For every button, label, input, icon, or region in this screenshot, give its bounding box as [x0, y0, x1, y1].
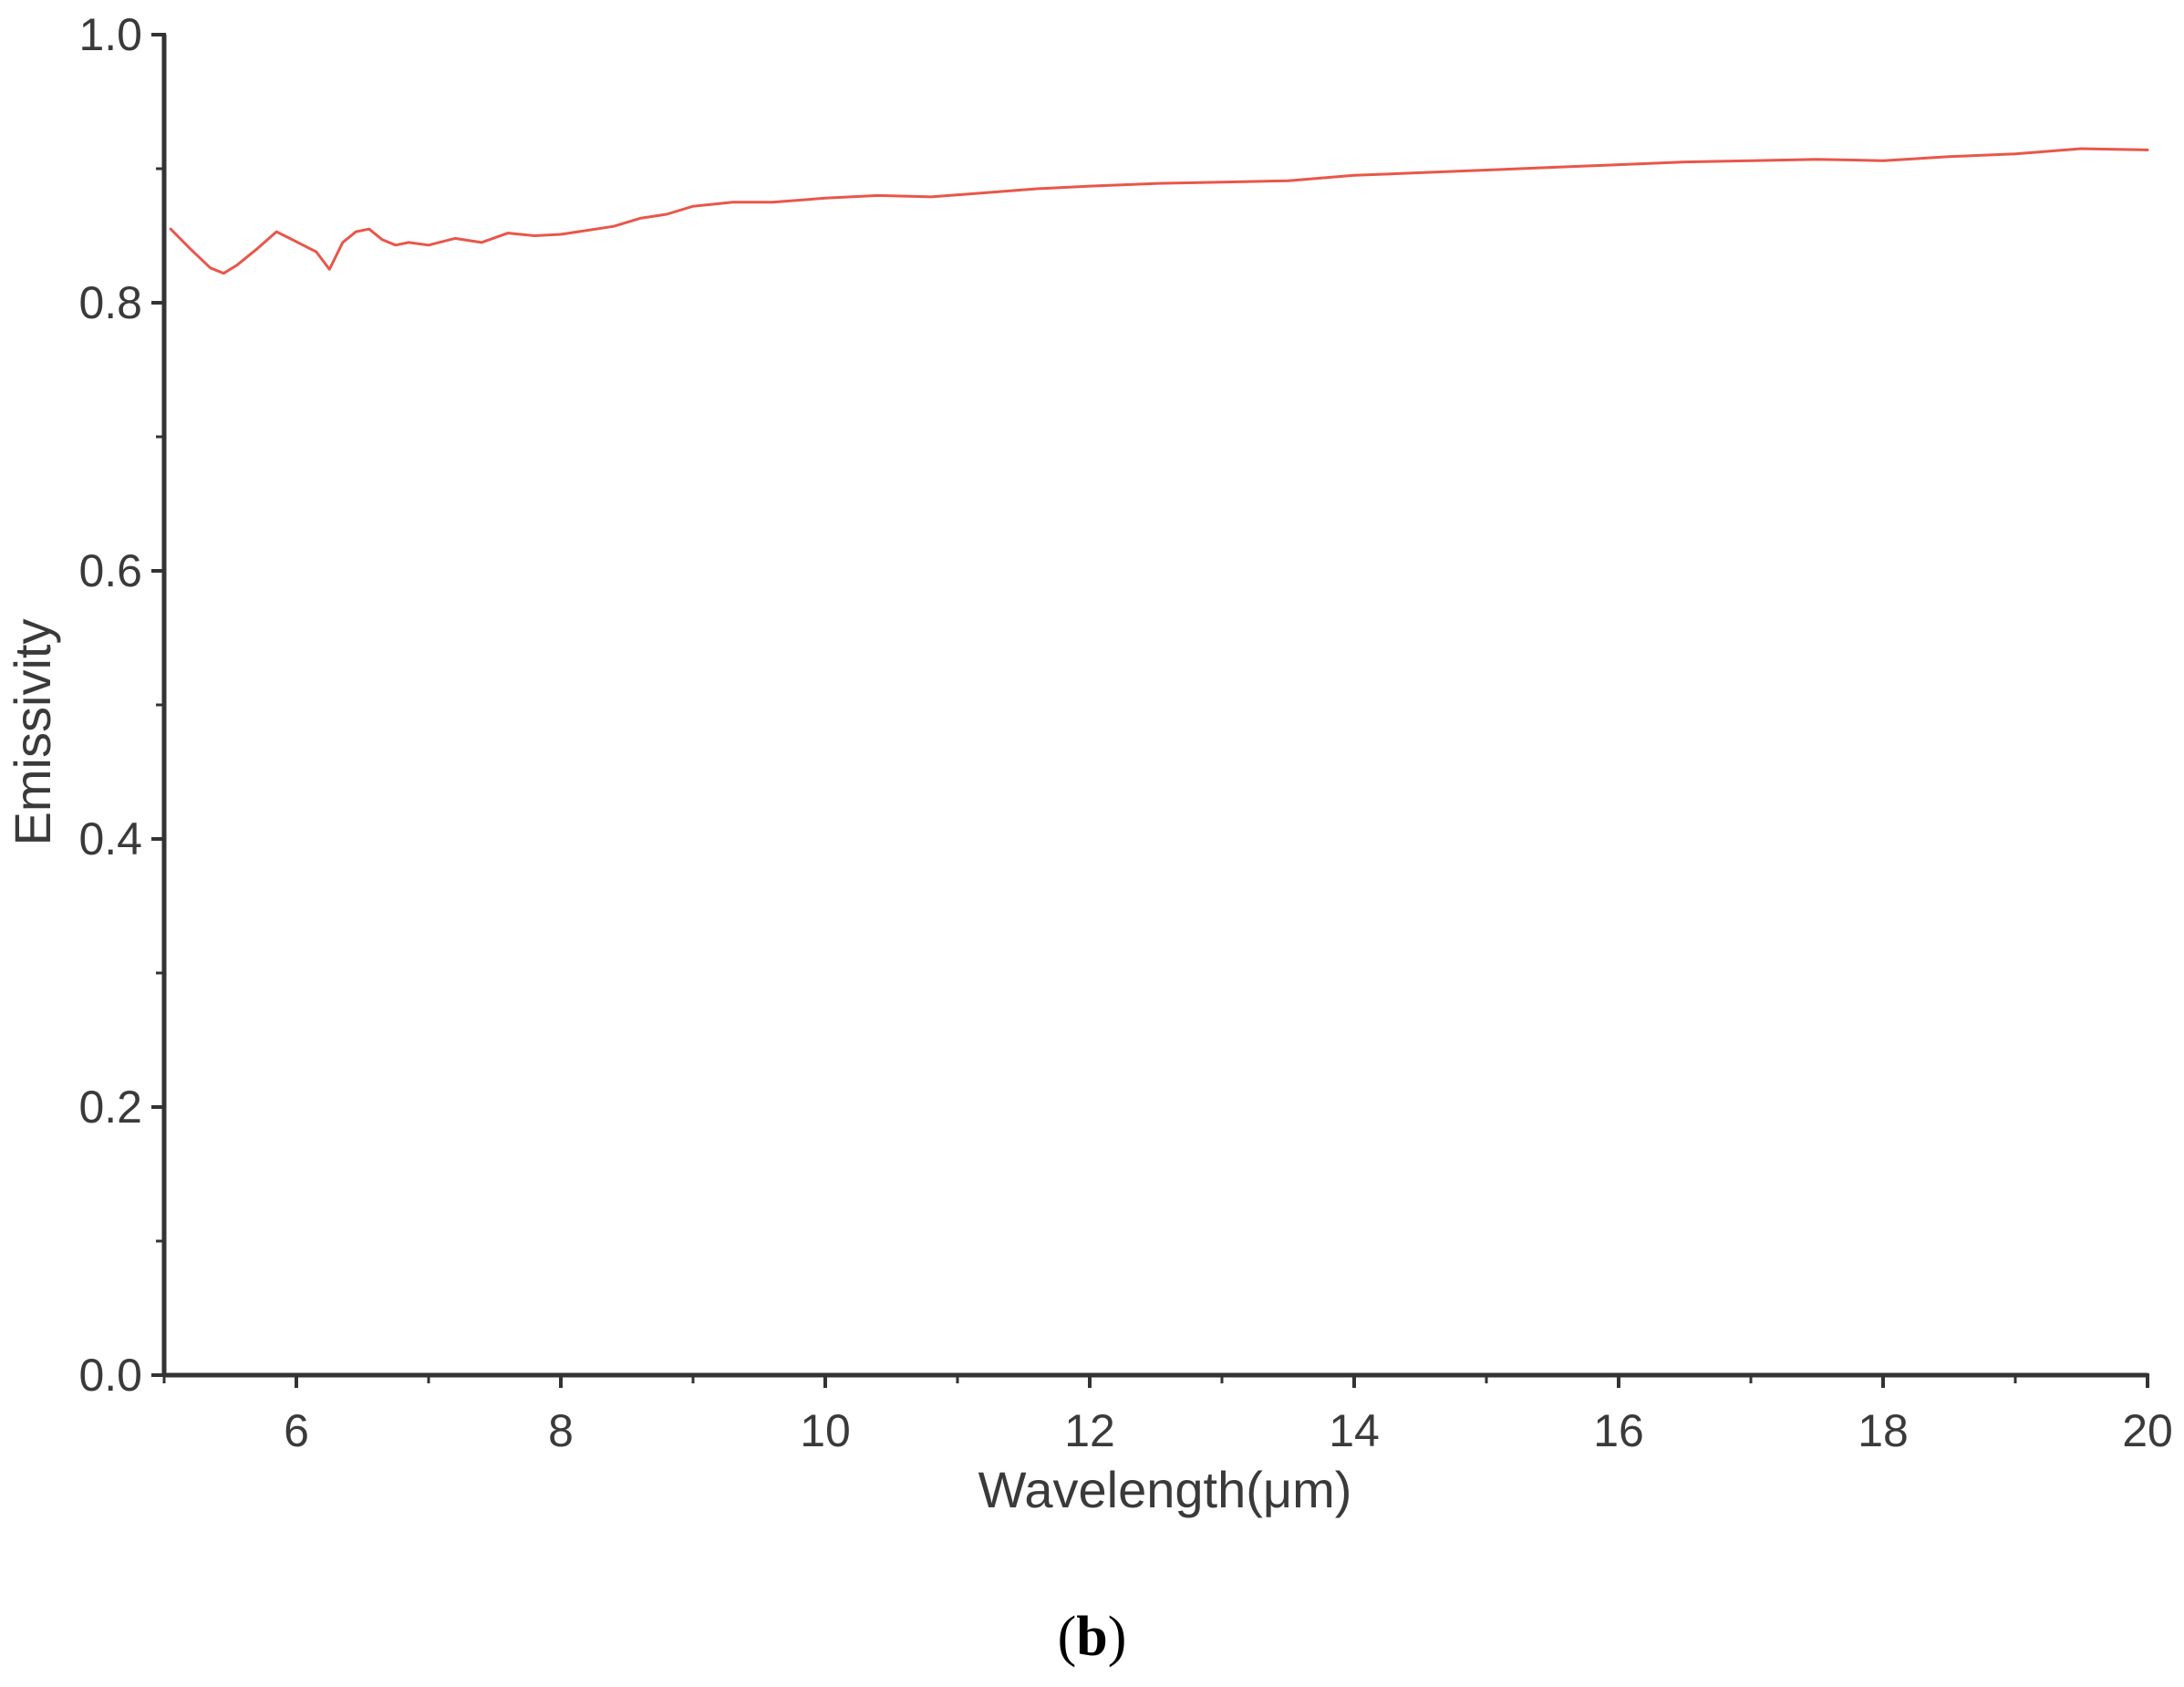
ticks [151, 33, 2149, 1388]
panel-label-close: ) [1107, 1606, 1127, 1668]
x-tick-label: 14 [1329, 1405, 1380, 1456]
panel-label: (b) [0, 1605, 2184, 1670]
x-tick-label: 6 [284, 1405, 309, 1456]
x-tick-label: 8 [548, 1405, 574, 1456]
y-tick-label: 1.0 [78, 9, 142, 60]
x-tick-label: 10 [800, 1405, 851, 1456]
x-tick-label: 16 [1593, 1405, 1644, 1456]
x-tick-label: 20 [2122, 1405, 2173, 1456]
y-tick-label: 0.2 [78, 1082, 142, 1133]
tick-labels: 0.0 0.2 0.4 0.6 0.8 1.0 6 8 10 12 14 16 18 20 [78, 9, 2172, 1456]
axes [161, 35, 2148, 1378]
y-tick-label: 0.6 [78, 545, 142, 596]
y-tick-label: 0.4 [78, 813, 142, 864]
series-layer [169, 147, 2149, 275]
x-tick-label: 12 [1064, 1405, 1115, 1456]
y-tick-label: 0.8 [78, 277, 142, 328]
x-tick-label: 18 [1858, 1405, 1909, 1456]
panel-label-letter: b [1076, 1606, 1108, 1668]
emissivity-series-line [169, 147, 2149, 275]
panel-label-open: ( [1057, 1606, 1077, 1668]
y-axis-title: Emissivity [4, 619, 61, 846]
y-tick-label: 0.0 [78, 1350, 142, 1401]
x-axis-title: Wavelength(μm) [978, 1461, 1352, 1518]
